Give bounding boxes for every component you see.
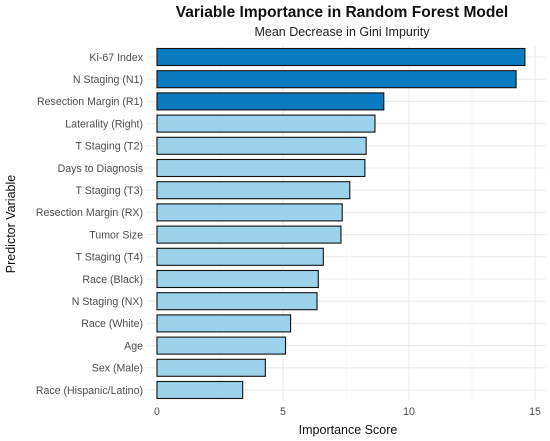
y-tick-label: T Staging (T4) bbox=[75, 252, 143, 264]
bar-t-staging-t4 bbox=[156, 247, 324, 266]
bar-days-to-diagnosis bbox=[156, 158, 366, 178]
y-tick-label: N Staging (NX) bbox=[72, 296, 143, 308]
y-tick-label: Resection Margin (R1) bbox=[37, 96, 143, 108]
y-tick-label: Race (White) bbox=[81, 318, 143, 330]
x-tick-label: 15 bbox=[529, 406, 541, 418]
bar-t-staging-t3 bbox=[156, 181, 351, 200]
bar-t-staging-t2 bbox=[156, 136, 367, 155]
x-tick-label: 10 bbox=[403, 406, 415, 418]
bar-race-white bbox=[156, 314, 292, 333]
bar-age bbox=[156, 336, 287, 355]
bar-n-staging-n1 bbox=[156, 70, 517, 89]
y-tick-label: T Staging (T3) bbox=[75, 185, 143, 197]
x-tick-labels: 0 5 10 15 bbox=[154, 406, 541, 418]
chart-subtitle: Mean Decrease in Gini Impurity bbox=[254, 25, 430, 39]
y-tick-label: Ki-67 Index bbox=[89, 52, 143, 64]
y-tick-label: Age bbox=[124, 340, 143, 352]
y-tick-label: Days to Diagnosis bbox=[58, 163, 143, 175]
bar-sex-male bbox=[156, 358, 266, 377]
y-tick-label: Race (Black) bbox=[82, 274, 143, 286]
y-tick-labels: Ki-67 Index N Staging (N1) Resection Margi… bbox=[36, 52, 144, 397]
x-tick-label: 5 bbox=[280, 406, 286, 418]
y-tick-label: Race (Hispanic/Latino) bbox=[36, 385, 143, 397]
bar-n-staging-nx bbox=[156, 292, 318, 311]
bar-resection-margin-r1 bbox=[156, 92, 385, 111]
bar-ki-67-index bbox=[156, 47, 526, 67]
y-axis-title: Predictor Variable bbox=[4, 175, 18, 273]
bars bbox=[156, 47, 526, 400]
y-tick-label: T Staging (T2) bbox=[75, 141, 143, 153]
y-tick-label: N Staging (N1) bbox=[73, 74, 143, 86]
bar-laterality-right bbox=[156, 114, 376, 133]
bar-race-hispanic-latino bbox=[156, 380, 244, 400]
bar-tumor-size bbox=[156, 225, 342, 244]
y-tick-label: Resection Margin (RX) bbox=[36, 207, 143, 219]
bar-resection-margin-rx bbox=[156, 203, 343, 222]
y-tick-label: Tumor Size bbox=[89, 229, 143, 241]
y-tick-label: Laterality (Right) bbox=[65, 118, 143, 130]
y-tick-label: Sex (Male) bbox=[92, 363, 143, 375]
x-axis-title: Importance Score bbox=[299, 423, 398, 437]
chart-title: Variable Importance in Random Forest Mod… bbox=[176, 4, 508, 21]
x-tick-label: 0 bbox=[154, 406, 160, 418]
bar-race-black bbox=[156, 269, 319, 289]
